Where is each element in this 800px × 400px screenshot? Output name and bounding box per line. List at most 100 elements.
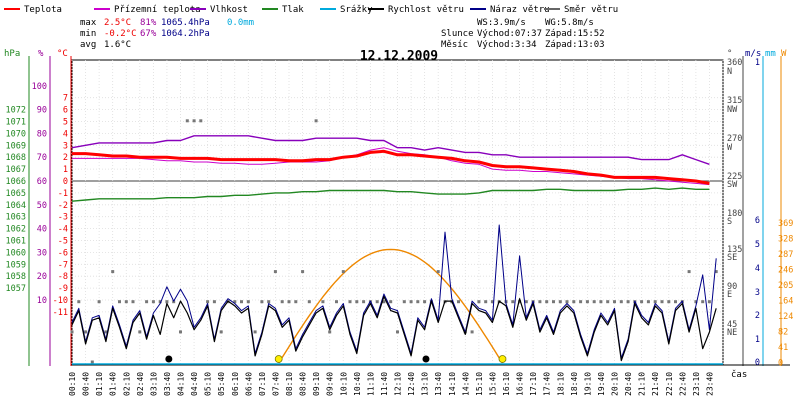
tick-ms: 4 [755,264,760,274]
wind-direction-point [294,300,298,304]
stat-max-press: 1065.4hPa [161,18,210,28]
xtick-label: 00:10 [68,372,77,396]
tick-w: 41 [778,343,788,353]
wind-direction-point [396,330,399,334]
wind-speed-line [71,295,717,362]
xtick-label: 20:10 [611,372,620,396]
tick-w: 0 [778,359,783,369]
wind-direction-point [626,300,630,304]
stat-min-hum: 67% [140,29,157,39]
wind-direction-point [192,119,196,123]
tick-w: 287 [778,250,793,260]
tick-deg: NE [727,328,737,338]
tick-pct: 100 [32,82,47,92]
tick-degc: -11 [53,308,68,318]
xtick-label: 02:10 [122,372,131,396]
wind-direction-point [457,300,460,304]
wind-direction-point [518,300,522,304]
tick-degc: -9 [58,284,68,294]
wind-direction-point [219,330,223,334]
wind-direction-point [585,300,589,304]
stat-max-rain: 0.0mm [227,18,254,28]
pressure-line [71,187,710,202]
wind-gust-line [71,224,717,359]
tick-hpa: 1058 [6,272,26,282]
tick-ms: 1 [755,335,760,345]
wind-direction-point [572,300,576,304]
unit-w: W [781,49,787,59]
wind-direction-point [280,300,284,304]
wind-direction-point [511,300,515,304]
info-block: WS:3.9m/s WG:5.8m/s Slunce Východ:07:37 … [441,18,605,50]
tick-deg: NW [727,105,738,115]
sunrise-info: Východ:07:37 [477,29,542,39]
tick-degc: -2 [58,201,68,211]
tick-degc: 4 [63,129,68,139]
wind-direction-point [172,300,176,304]
xtick-label: 19:10 [583,372,592,396]
wind-direction-point [640,300,644,304]
wind-direction-point [477,300,481,304]
wind-direction-point [599,300,603,304]
stat-min-press: 1064.2hPa [161,29,210,39]
wind-direction-point [484,300,488,304]
wind-direction-point [314,119,318,123]
tick-degc: 7 [63,94,68,104]
tick-degc: 0 [63,177,68,187]
legend-label: Vlhkost [210,5,248,15]
moonset-marker [422,355,430,363]
xtick-label: 05:40 [217,372,226,396]
tick-deg: 90 [727,282,737,292]
xtick-label: 18:10 [556,372,565,396]
tick-degc: 2 [63,153,68,163]
tick-pct: 10 [37,296,47,306]
wind-direction-point [260,300,264,304]
tick-w: 164 [778,297,793,307]
wind-direction-point [490,300,494,304]
wind-direction-point [613,300,616,304]
xtick-label: 03:40 [163,372,172,396]
wind-direction-point [267,300,271,304]
xtick-label: 01:10 [95,372,104,396]
xtick-label: 16:40 [516,372,525,396]
wind-direction-point [70,330,74,334]
wind-direction-point [307,300,311,304]
tick-degc: -10 [53,296,68,306]
xtick-label: 17:40 [543,372,552,396]
wind-direction-point [335,300,338,304]
wind-direction-point [212,300,216,304]
wind-direction-point [524,300,528,304]
wind-direction-point [416,300,420,304]
sunset-info: Západ:15:52 [545,29,605,39]
xtick-label: 00:40 [82,372,91,396]
stat-avg-temp: 1.6°C [104,40,131,50]
xtick-label: 17:10 [529,372,538,396]
wind-direction-point [653,300,657,304]
tick-degc: -5 [58,237,68,247]
moon-label: Měsíc [441,40,468,50]
xtick-label: 22:10 [665,372,674,396]
tick-deg: W [727,143,733,153]
tick-hpa: 1072 [6,106,26,116]
wind-direction-point [341,270,345,274]
tick-hpa: 1059 [6,260,26,270]
xtick-label: 14:10 [448,372,457,396]
tick-deg: 180 [727,209,742,219]
wind-direction-point [592,300,596,304]
xtick-label: 22:40 [678,372,687,396]
tick-deg: SE [727,253,737,263]
xtick-label: 08:40 [299,372,308,396]
xtick-label: 21:10 [638,372,647,396]
tick-hpa: 1070 [6,129,26,139]
xtick-label: 09:40 [326,372,335,396]
wind-direction-point [470,330,474,334]
tick-pct: 60 [37,177,47,187]
xaxis-title: čas [731,369,747,380]
stat-max-label: max [80,18,97,28]
tick-degc: 3 [63,141,68,151]
tick-degc: -7 [58,260,68,270]
tick-w: 205 [778,281,793,291]
tick-deg: 135 [727,245,742,255]
wind-direction-point [151,300,155,304]
sunrise-marker [274,355,283,363]
